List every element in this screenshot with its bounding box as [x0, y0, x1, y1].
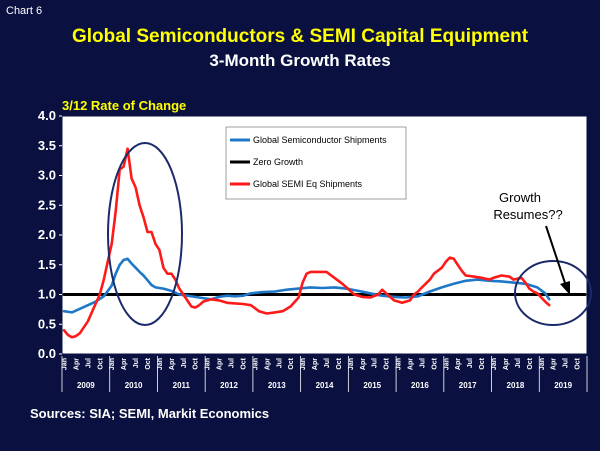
x-tick-year-label: 2013 — [268, 381, 286, 390]
x-tick-month-label: Oct — [288, 357, 295, 369]
x-tick-month-label: Jul — [515, 358, 522, 368]
y-tick-label: 0.0 — [38, 346, 56, 361]
x-tick-month-label: Jan — [396, 358, 403, 370]
x-tick-month-label: Oct — [97, 357, 104, 369]
x-axis-ticks: Jan Apr Jul Oct 2009 Jan Apr Jul Oct 2010 Jan Apr Ju… — [61, 356, 588, 392]
x-tick-month-label: Apr — [169, 358, 176, 370]
x-tick-month-label: Apr — [503, 358, 510, 370]
x-tick-month-label: Jul — [133, 358, 140, 368]
annotation-growth-resumes: Growth Resumes?? — [493, 190, 570, 295]
x-tick-month-label: Apr — [121, 358, 128, 370]
x-tick-month-label: Jul — [372, 358, 379, 368]
x-tick-month-label: Jan — [109, 358, 116, 370]
x-tick-year-label: 2010 — [125, 381, 143, 390]
x-tick-month-label: Apr — [73, 358, 80, 370]
y-tick-label: 4.0 — [38, 108, 56, 123]
y-tick-label: 1.5 — [38, 257, 56, 272]
x-tick-month-label: Jan — [300, 358, 307, 370]
x-tick-month-label: Oct — [479, 357, 486, 369]
x-tick-month-label: Jul — [229, 358, 236, 368]
highlight-ellipse-2010 — [107, 142, 183, 326]
y-tick-label: 0.5 — [38, 316, 56, 331]
x-tick-month-label: Apr — [217, 358, 224, 370]
x-tick-month-label: Jul — [85, 358, 92, 368]
x-tick-month-label: Apr — [360, 358, 367, 370]
x-tick-month-label: Jan — [252, 358, 259, 370]
x-tick-month-label: Jan — [205, 358, 212, 370]
x-tick-year-label: 2016 — [411, 381, 429, 390]
x-tick-year-label: 2015 — [363, 381, 381, 390]
x-tick-month-label: Apr — [408, 358, 415, 370]
x-tick-month-label: Oct — [193, 357, 200, 369]
series-line-semi-eq — [62, 147, 551, 339]
chart-number: Chart 6 — [6, 5, 43, 17]
x-tick-year-label: 2019 — [554, 381, 572, 390]
annotation-line-2: Resumes?? — [493, 207, 562, 222]
x-tick-month-label: Oct — [384, 357, 391, 369]
highlight-ellipse-2019 — [514, 260, 592, 326]
x-tick-month-label: Jul — [563, 358, 570, 368]
legend-label-zero-growth: Zero Growth — [253, 157, 303, 167]
x-tick-year-label: 2018 — [507, 381, 525, 390]
x-tick-month-label: Oct — [575, 357, 582, 369]
y-tick-label: 2.0 — [38, 227, 56, 242]
x-tick-month-label: Jul — [467, 358, 474, 368]
x-tick-month-label: Jul — [419, 358, 426, 368]
annotation-arrow-shaft — [545, 225, 567, 287]
overlay-layer — [107, 142, 592, 326]
y-axis-label: 3/12 Rate of Change — [62, 98, 187, 113]
x-tick-month-label: Oct — [527, 357, 534, 369]
x-tick-month-label: Jan — [539, 358, 546, 370]
x-tick-month-label: Oct — [240, 357, 247, 369]
y-tick-label: 3.0 — [38, 168, 56, 183]
chart-title: Global Semiconductors & SEMI Capital Equ… — [71, 26, 529, 47]
x-tick-year-label: 2009 — [77, 381, 95, 390]
legend-label-semi-eq: Global SEMI Eq Shipments — [253, 179, 363, 189]
x-tick-month-label: Oct — [336, 357, 343, 369]
legend: Global Semiconductor Shipments Zero Grow… — [225, 126, 407, 200]
legend-box — [225, 126, 407, 200]
x-tick-month-label: Jan — [157, 358, 164, 370]
y-tick-label: 1.0 — [38, 287, 56, 302]
x-tick-month-label: Apr — [312, 358, 319, 370]
x-tick-month-label: Jul — [181, 358, 188, 368]
x-tick-month-label: Apr — [264, 358, 271, 370]
x-tick-month-label: Jan — [348, 358, 355, 370]
x-tick-month-label: Oct — [145, 357, 152, 369]
y-tick-label: 2.5 — [38, 197, 56, 212]
x-tick-year-label: 2014 — [316, 381, 334, 390]
y-tick-label: 3.5 — [38, 138, 56, 153]
x-tick-month-label: Jan — [491, 358, 498, 370]
x-tick-month-label: Apr — [551, 358, 558, 370]
x-tick-year-label: 2012 — [220, 381, 238, 390]
annotation-arrow-head — [560, 281, 570, 295]
x-tick-month-label: Jan — [443, 358, 450, 370]
x-tick-month-label: Jul — [276, 358, 283, 368]
legend-label-semi-shipments: Global Semiconductor Shipments — [253, 135, 387, 145]
x-tick-month-label: Jan — [61, 358, 68, 370]
x-tick-month-label: Oct — [431, 357, 438, 369]
y-axis-ticks: 0.0 0.5 1.0 1.5 2.0 2.5 3.0 3.5 4.0 — [38, 108, 62, 361]
chart-subtitle: 3-Month Growth Rates — [209, 51, 391, 70]
x-tick-month-label: Apr — [455, 358, 462, 370]
series-line-semi-shipments — [62, 257, 551, 314]
x-tick-year-label: 2017 — [459, 381, 477, 390]
x-tick-year-label: 2011 — [173, 381, 191, 390]
annotation-line-1: Growth — [499, 190, 541, 205]
x-tick-month-label: Jul — [324, 358, 331, 368]
sources-note: Sources: SIA; SEMI, Markit Economics — [30, 406, 270, 421]
series-layer — [62, 147, 587, 339]
